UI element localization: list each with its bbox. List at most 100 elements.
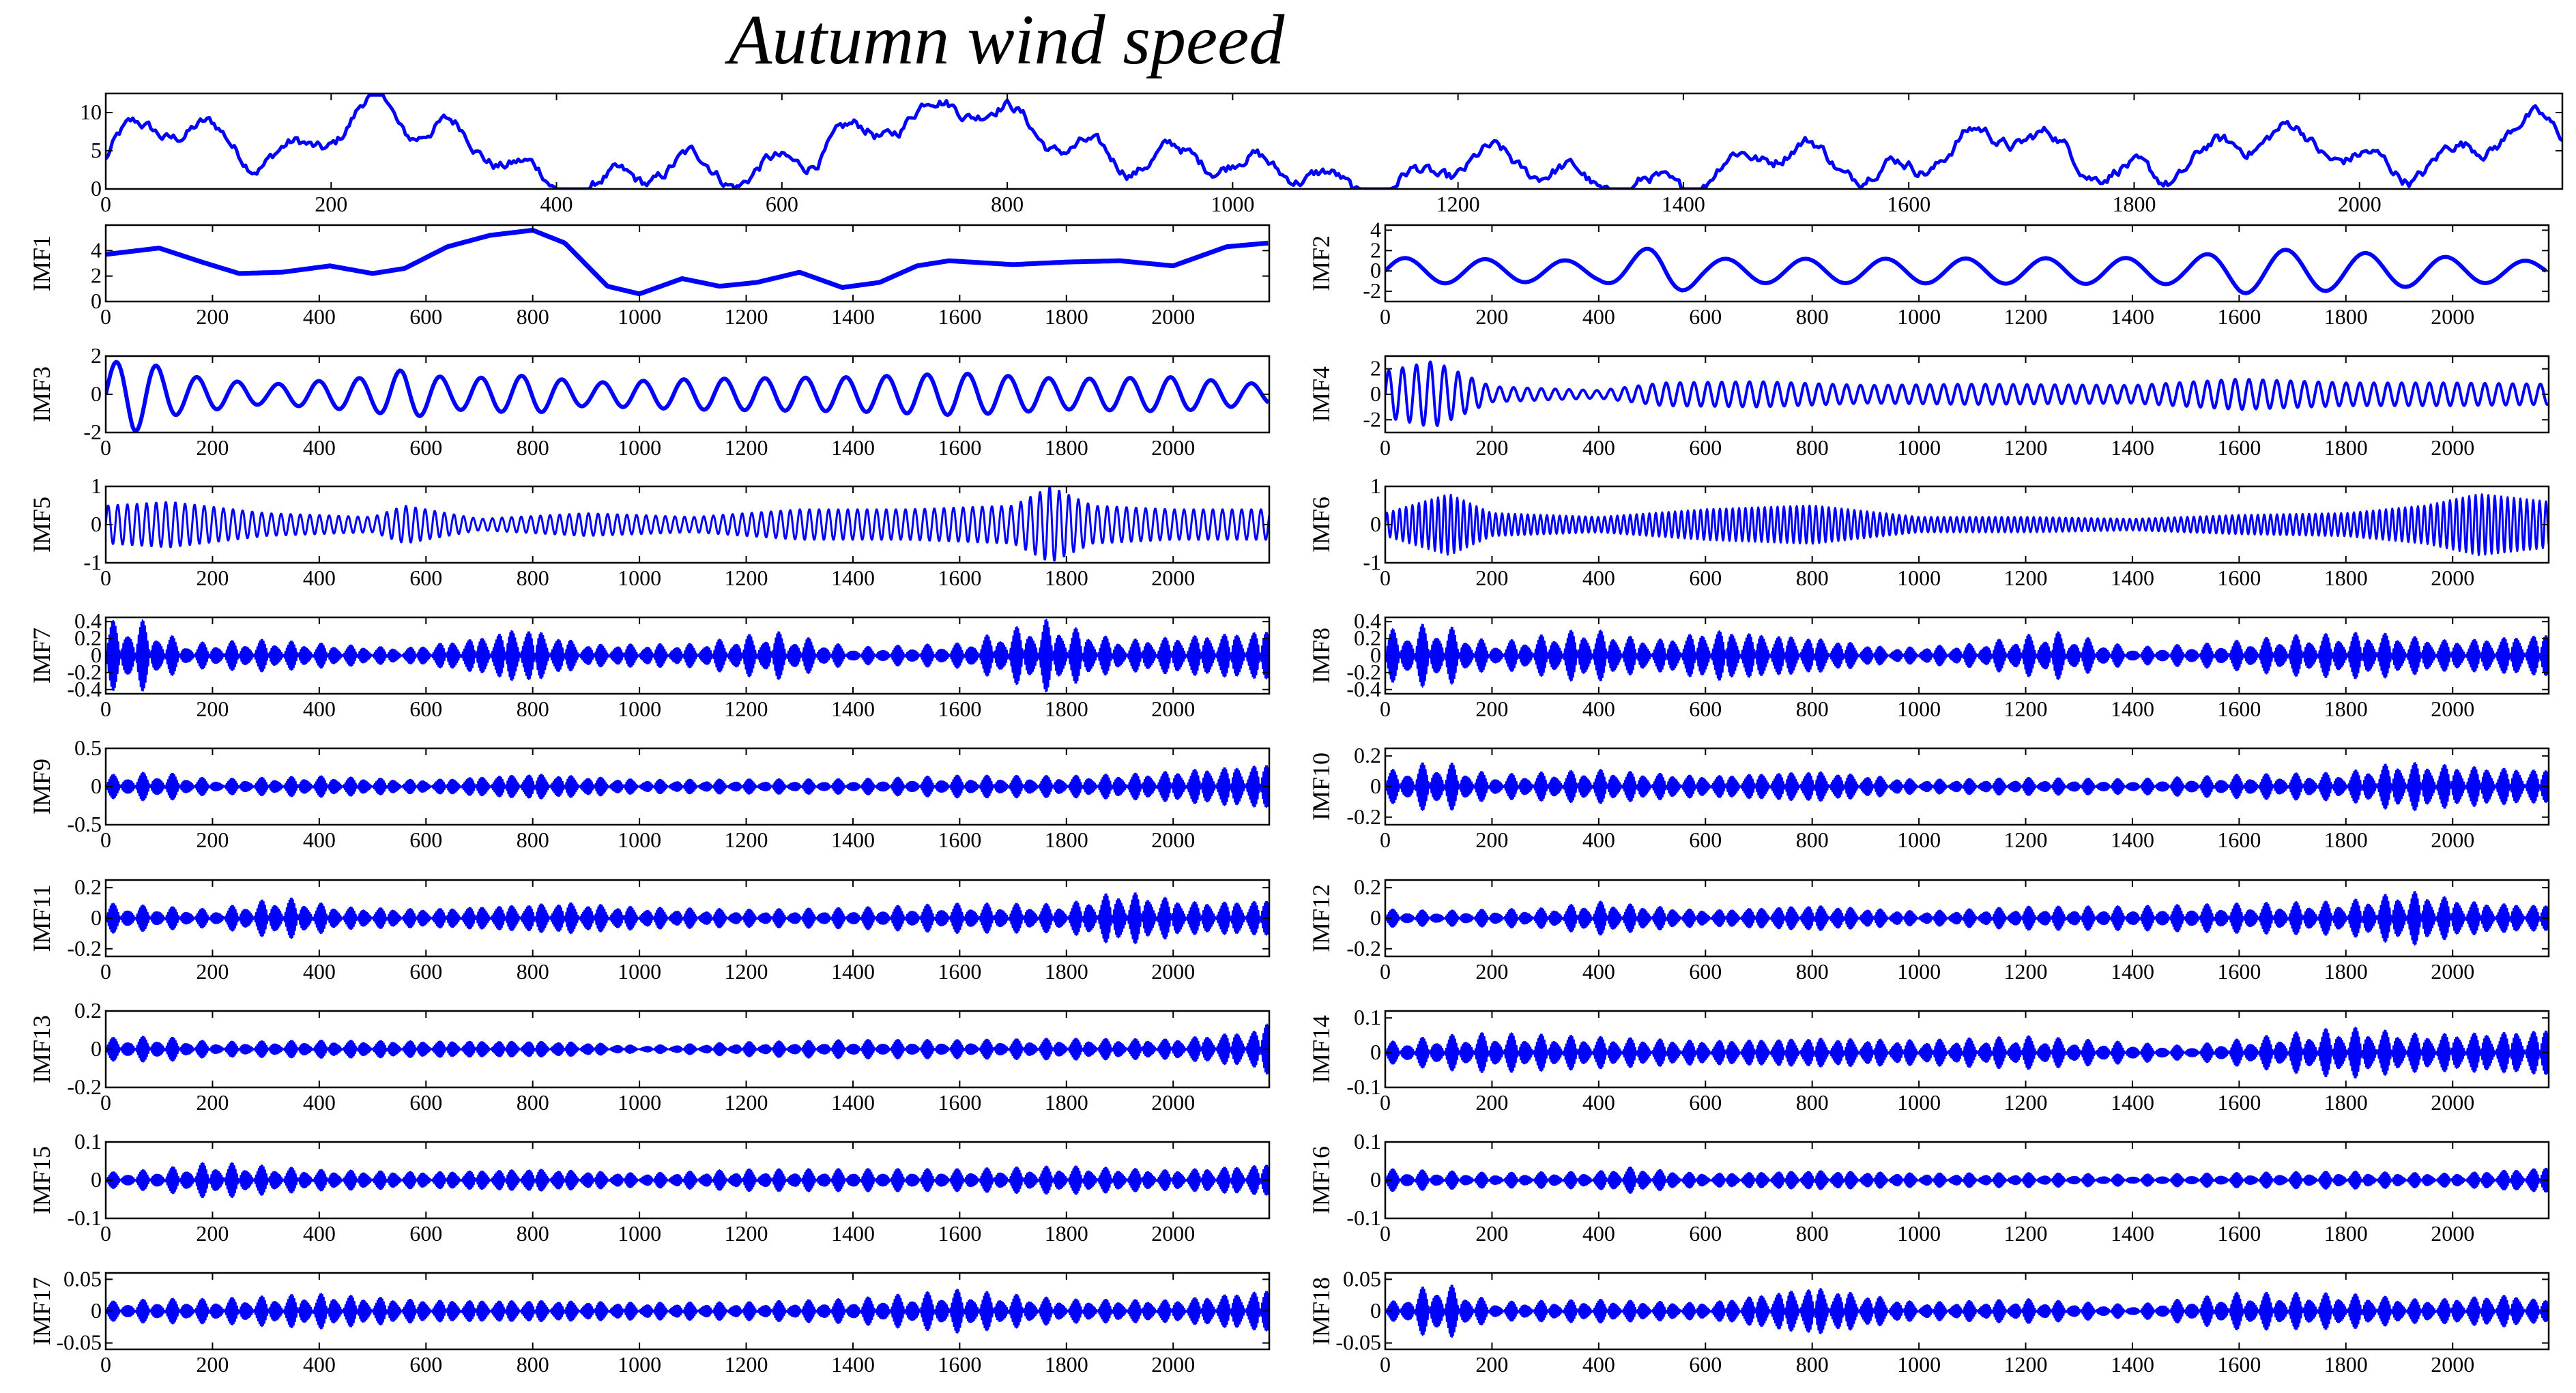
- x-tick-label: 400: [1582, 1221, 1615, 1246]
- x-tick-label: 1800: [2112, 192, 2156, 216]
- x-tick-label: 1800: [2324, 435, 2368, 460]
- panel-imf9: 0 200 400 600 800 1000 1200 1400 1600 1800 2000 -0.…: [28, 735, 1271, 852]
- x-tick-label: 2000: [1151, 696, 1195, 721]
- signal-line-imf11: [106, 892, 1269, 945]
- x-tick-label: 1000: [618, 435, 661, 460]
- x-tick-label: 2000: [1151, 435, 1195, 460]
- x-tick-label: 0: [100, 192, 111, 216]
- x-tick-label: 200: [1475, 566, 1508, 590]
- y-axis-label-imf3: IMF3: [28, 366, 55, 422]
- signal-line-imf13: [106, 1023, 1269, 1075]
- x-tick-label: 400: [303, 959, 336, 984]
- x-tick-label: 200: [196, 959, 229, 984]
- y-tick-label: 0: [1370, 381, 1381, 406]
- x-tick-label: 600: [409, 435, 442, 460]
- x-tick-label: 600: [409, 1352, 442, 1377]
- x-tick-label: 400: [303, 1090, 336, 1115]
- y-tick-label: -0.4: [67, 677, 102, 701]
- panel-original: 0 200 400 600 800 1000 1200 1400 1600 1800 2000 0 5 1…: [80, 92, 2564, 216]
- x-tick-label: 1400: [831, 827, 875, 852]
- x-tick-label: 800: [1796, 435, 1829, 460]
- x-tick-label: 0: [100, 959, 111, 984]
- x-tick-label: 2000: [2431, 304, 2474, 329]
- x-tick-label: 1200: [725, 566, 768, 590]
- y-tick-label: -0.2: [1346, 936, 1381, 961]
- y-tick-label: 0.1: [1354, 1005, 1381, 1029]
- x-tick-label: 1800: [1045, 959, 1088, 984]
- x-tick-label: 600: [1689, 827, 1722, 852]
- signal-line-original: [106, 93, 2562, 189]
- y-tick-label: -0.5: [67, 812, 102, 836]
- x-tick-label: 1600: [938, 959, 981, 984]
- x-tick-label: 1800: [1045, 566, 1088, 590]
- x-tick-label: 1200: [1436, 192, 1480, 216]
- signal-line-imf8: [1385, 624, 2549, 688]
- y-tick-label: 0: [91, 1298, 102, 1323]
- y-tick-label: 2: [91, 343, 102, 368]
- signal-line-imf2: [1385, 246, 2547, 295]
- y-tick-label: -0.2: [67, 1074, 102, 1099]
- x-tick-label: 400: [1582, 566, 1615, 590]
- signal-line-imf17: [106, 1288, 1269, 1334]
- panel-imf18: 0 200 400 600 800 1000 1200 1400 1600 1800 2000 -0.…: [1307, 1266, 2550, 1377]
- x-tick-label: 800: [517, 959, 549, 984]
- x-tick-label: 400: [1582, 1090, 1615, 1115]
- y-tick-label: 1: [91, 473, 102, 498]
- panel-imf17: 0 200 400 600 800 1000 1200 1400 1600 1800 2000 -0.…: [28, 1266, 1271, 1377]
- x-tick-label: 1000: [618, 1221, 661, 1246]
- x-tick-label: 1000: [618, 566, 661, 590]
- signal-line-imf3: [106, 360, 1269, 432]
- x-tick-label: 1600: [938, 435, 981, 460]
- y-tick-label: -1: [83, 550, 102, 574]
- y-tick-label: -2: [1363, 407, 1381, 431]
- y-axis-label-imf11: IMF11: [28, 885, 55, 952]
- panel-imf6: 0 200 400 600 800 1000 1200 1400 1600 1800 2000-10…: [1307, 473, 2550, 590]
- x-tick-label: 1800: [2324, 827, 2368, 852]
- y-tick-label: 0: [1370, 258, 1381, 282]
- x-tick-label: 600: [1689, 1352, 1722, 1377]
- x-tick-label: 1600: [2217, 696, 2261, 721]
- panel-imf5: 0 200 400 600 800 1000 1200 1400 1600 1800 2000-10…: [28, 473, 1271, 590]
- signal-line-imf12: [1385, 891, 2549, 946]
- y-tick-label: 0.05: [1343, 1266, 1381, 1291]
- y-tick-label: 0.2: [1354, 875, 1381, 899]
- x-tick-label: 0: [1380, 566, 1391, 590]
- x-tick-label: 800: [517, 1221, 549, 1246]
- y-tick-label: 0: [1370, 905, 1381, 930]
- y-tick-label: -1: [1363, 550, 1381, 574]
- panel-imf7: 0 200 400 600 800 1000 1200 1400 1600 1800 2000 -0.…: [28, 608, 1271, 721]
- x-tick-label: 800: [517, 304, 549, 329]
- x-tick-label: 800: [517, 696, 549, 721]
- y-tick-label: -2: [1363, 278, 1381, 303]
- y-tick-label: -0.1: [1346, 1074, 1381, 1099]
- x-tick-label: 800: [517, 827, 549, 852]
- x-tick-label: 1400: [831, 435, 875, 460]
- y-tick-label: 0: [91, 905, 102, 930]
- x-tick-label: 600: [1689, 1090, 1722, 1115]
- y-axis-label-imf8: IMF8: [1307, 628, 1335, 684]
- y-axis-label-imf5: IMF5: [28, 497, 55, 553]
- x-tick-label: 400: [1582, 435, 1615, 460]
- y-tick-label: 0: [1370, 1167, 1381, 1192]
- y-tick-label: -2: [83, 420, 102, 444]
- x-tick-label: 1200: [2004, 696, 2048, 721]
- x-tick-label: 2000: [2431, 1221, 2474, 1246]
- x-tick-label: 1200: [2004, 959, 2048, 984]
- y-tick-label: 0: [1370, 1040, 1381, 1064]
- x-tick-label: 2000: [2431, 827, 2474, 852]
- x-tick-label: 400: [1582, 696, 1615, 721]
- y-tick-label: 2: [1370, 356, 1381, 381]
- x-tick-label: 200: [1475, 827, 1508, 852]
- x-tick-label: 0: [100, 1352, 111, 1377]
- axes-frame-imf1: [104, 224, 1271, 303]
- x-tick-label: 0: [100, 827, 111, 852]
- x-tick-label: 1800: [1045, 1221, 1088, 1246]
- y-tick-label: 0.4: [1354, 608, 1381, 633]
- y-tick-label: 0.05: [63, 1266, 102, 1291]
- x-tick-label: 1000: [1897, 304, 1941, 329]
- x-tick-label: 1400: [2111, 696, 2154, 721]
- x-tick-label: 0: [100, 566, 111, 590]
- x-tick-label: 1000: [1897, 566, 1941, 590]
- x-tick-label: 400: [303, 435, 336, 460]
- axes-frame-imf14: [1384, 1010, 2550, 1089]
